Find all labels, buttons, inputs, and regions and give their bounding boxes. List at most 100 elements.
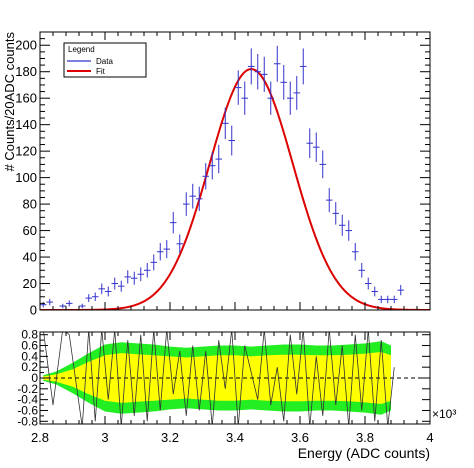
residual-y-tick-label: -0.4	[17, 393, 38, 407]
x-tick-label: 3	[101, 430, 108, 445]
data-point	[66, 300, 73, 307]
data-point	[397, 284, 404, 296]
data-point	[163, 240, 170, 259]
data-point	[98, 283, 105, 295]
data-point	[209, 151, 216, 180]
y-tick-label: 0	[30, 303, 37, 318]
data-point	[267, 81, 274, 115]
residual-plot: -0.8-0.6-0.4-0.200.20.40.60.8 2.8 3 3.2 3.4…	[17, 328, 456, 461]
y-tick-label: 40	[23, 250, 37, 265]
residual-y-tick-label: -0.6	[17, 403, 38, 417]
data-point	[378, 295, 385, 304]
legend-box	[63, 42, 147, 78]
data-point	[391, 295, 398, 304]
data-point	[352, 243, 359, 261]
data-point	[319, 150, 326, 179]
x-multiplier-label: ×10³	[432, 407, 456, 421]
data-point	[326, 188, 333, 213]
data-point	[124, 270, 131, 284]
data-point	[254, 53, 261, 90]
residual-line-layer	[43, 332, 395, 424]
data-point	[105, 286, 112, 297]
y-tick-label: 100	[15, 170, 37, 185]
data-point	[196, 186, 203, 211]
data-point	[92, 292, 99, 301]
data-point	[118, 280, 125, 292]
x-tick-label: 3.8	[356, 430, 374, 445]
data-point	[345, 220, 352, 241]
data-point	[287, 81, 294, 115]
residual-x-axis: 2.8 3 3.2 3.4 3.6 3.8 4	[31, 332, 434, 445]
data-point	[313, 132, 320, 162]
residual-y-tick-label: -0.8	[17, 414, 38, 428]
data-point	[306, 128, 313, 159]
y-tick-label: 120	[15, 144, 37, 159]
data-point	[215, 144, 222, 174]
residual-y-tick-label: 0.4	[21, 349, 38, 363]
data-points-layer	[40, 45, 404, 309]
data-point	[189, 183, 196, 209]
residual-y-tick-label: -0.2	[17, 382, 38, 396]
y-tick-label: 80	[23, 197, 37, 212]
data-point	[371, 286, 378, 297]
data-point	[137, 267, 144, 282]
data-point	[40, 302, 47, 308]
legend-label-data: Data	[96, 57, 113, 66]
data-point	[183, 192, 190, 216]
data-point	[339, 214, 346, 236]
x-tick-label: 3.2	[161, 430, 179, 445]
residual-y-axis: -0.8-0.6-0.4-0.200.20.40.60.8	[17, 328, 430, 428]
y-tick-label: 200	[15, 38, 37, 53]
residual-line	[43, 332, 395, 424]
data-point	[46, 298, 53, 306]
y-tick-label: 20	[23, 276, 37, 291]
residual-y-tick-label: 0.6	[21, 339, 38, 353]
data-point	[332, 202, 339, 225]
data-point	[202, 163, 209, 190]
legend: Legend Data Fit	[63, 42, 147, 78]
y-tick-label: 160	[15, 91, 37, 106]
data-point	[358, 263, 365, 278]
fit-curve	[40, 68, 430, 310]
x-axis-label: Energy (ADC counts)	[298, 445, 430, 461]
data-point	[365, 277, 372, 290]
data-point	[144, 263, 151, 278]
data-point	[300, 48, 307, 85]
main-y-axis: 0 20 40 60 80 100 120 140 160 180 200	[15, 31, 430, 318]
data-point	[79, 303, 86, 309]
y-tick-label: 140	[15, 117, 37, 132]
data-point	[384, 295, 391, 304]
data-point	[280, 64, 287, 100]
x-tick-label: 3.6	[291, 430, 309, 445]
y-axis-label: # Counts/20ADC counts	[2, 32, 17, 172]
residual-y-tick-label: 0.8	[21, 328, 38, 342]
fit-layer	[40, 68, 430, 310]
data-point	[261, 56, 268, 92]
legend-label-fit: Fit	[96, 67, 106, 76]
data-point	[235, 70, 242, 105]
x-tick-label: 2.8	[31, 430, 49, 445]
main-x-axis	[39, 32, 431, 310]
data-point	[157, 243, 164, 261]
data-point	[241, 81, 248, 115]
legend-title: Legend	[68, 45, 95, 54]
data-point	[293, 75, 300, 110]
y-tick-label: 180	[15, 64, 37, 79]
main-plot: 0 20 40 60 80 100 120 140 160 180 200 # Counts/20A…	[2, 31, 431, 318]
x-tick-label: 3.4	[226, 430, 244, 445]
y-tick-label: 60	[23, 223, 37, 238]
data-point	[222, 107, 229, 140]
x-tick-label: 4	[426, 430, 433, 445]
data-point	[176, 234, 183, 254]
data-point	[274, 45, 281, 82]
data-point	[131, 271, 138, 285]
residual-y-tick-label: 0.2	[21, 360, 38, 374]
data-point	[170, 211, 177, 234]
data-point	[150, 254, 157, 271]
data-point	[85, 294, 92, 303]
data-point	[248, 48, 255, 85]
data-point	[59, 303, 66, 309]
data-point	[111, 277, 118, 290]
residual-y-tick-label: 0	[31, 371, 38, 385]
